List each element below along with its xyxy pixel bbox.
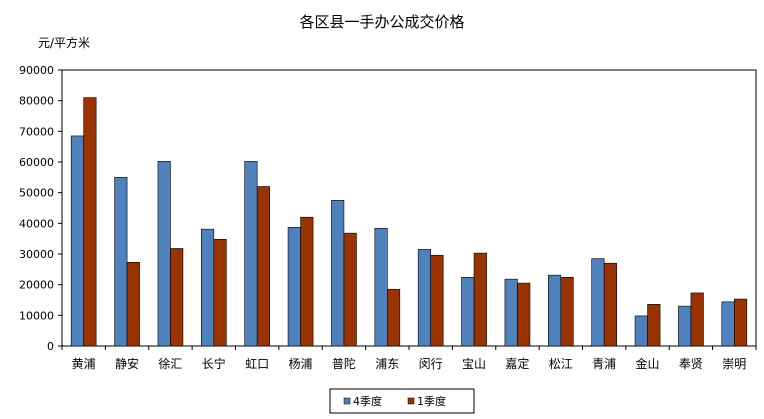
bar-4季度-金山 [634,315,648,347]
y-tick-label: 30000 [19,248,54,261]
x-category-label: 宝山 [462,357,486,371]
x-category-label: 青浦 [592,357,616,371]
bar-1季度-青浦 [603,262,617,347]
legend: 4季度 1季度 [329,388,475,414]
y-tick-label: 40000 [19,217,54,230]
bar-1季度-奉贤 [690,292,704,347]
x-category-label: 徐汇 [158,356,182,371]
bar-4季度-长宁 [201,228,215,347]
y-axis-unit-label: 元/平方米 [38,35,90,50]
bar-1季度-宝山 [473,252,487,347]
legend-box [329,388,475,414]
legend-label: 4季度 [353,394,382,408]
bar-4季度-奉贤 [678,305,692,347]
x-category-label: 杨浦 [289,356,313,371]
bar-4季度-普陀 [331,200,345,347]
x-category-label: 长宁 [202,356,226,371]
x-category-label: 浦东 [375,357,399,371]
bar-1季度-崇明 [734,298,748,347]
bar-1季度-杨浦 [300,216,314,347]
bar-1季度-金山 [647,303,661,347]
x-category-label: 闵行 [419,356,443,371]
bar-1季度-虹口 [256,186,270,347]
bar-4季度-崇明 [721,301,735,347]
y-tick-label: 60000 [19,156,54,169]
legend-swatch-4季度 [343,397,351,405]
chart-title: 各区县一手办公成交价格 [299,13,464,31]
bar-1季度-普陀 [343,232,357,347]
bar-1季度-静安 [126,261,140,347]
x-category-label: 嘉定 [505,356,529,371]
y-tick-label: 90000 [19,64,54,77]
bar-1季度-黄浦 [83,97,97,347]
x-category-label: 黄浦 [72,357,96,371]
legend-label: 1季度 [417,394,446,408]
plot-area: 0 10000 20000 30000 40000 50000 60000 70000 8000… [19,64,757,371]
bar-4季度-黄浦 [70,135,84,347]
x-category-label: 静安 [115,356,139,371]
y-tick-label: 0 [47,340,54,353]
y-tick-label: 20000 [19,279,54,292]
x-category-label: 普陀 [332,356,356,371]
bar-4季度-嘉定 [504,278,518,347]
bar-4季度-松江 [548,274,562,347]
bar-4季度-虹口 [244,161,258,347]
bar-4季度-杨浦 [287,227,301,347]
x-category-label: 松江 [549,357,573,371]
bar-4季度-静安 [114,177,128,347]
bar-4季度-浦东 [374,227,388,347]
bar-1季度-浦东 [387,288,401,347]
bar-1季度-嘉定 [517,282,531,347]
bar-1季度-闵行 [430,254,444,347]
y-tick-label: 10000 [19,309,54,322]
x-category-label: 崇明 [722,357,746,371]
bar-4季度-徐汇 [157,161,171,347]
bar-4季度-闵行 [417,249,431,347]
bar-1季度-徐汇 [170,248,184,347]
bar-4季度-青浦 [591,258,605,347]
x-category-label: 金山 [636,356,660,371]
bar-1季度-松江 [560,277,574,347]
x-category-label: 虹口 [245,357,269,371]
y-tick-label: 70000 [19,125,54,138]
y-tick-label: 80000 [19,95,54,108]
bar-1季度-长宁 [213,238,227,347]
x-category-label: 奉贤 [679,357,703,371]
y-tick-label: 50000 [19,187,54,200]
bar-4季度-宝山 [461,277,475,347]
legend-swatch-1季度 [407,397,415,405]
